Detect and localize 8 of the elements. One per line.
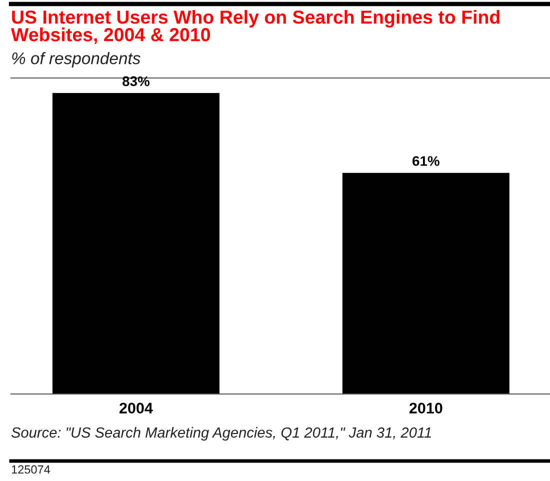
x-tick-label: 2004 xyxy=(120,402,153,414)
data-label: 83% xyxy=(122,76,150,86)
chart-title: US Internet Users Who Rely on Search Engines to Find Websites, 2004 & 2010 xyxy=(11,10,500,44)
source-note: Source: "US Search Marketing Agencies, Q1 2011," Jan 31, 2011 xyxy=(11,427,431,441)
x-tick-label: 2010 xyxy=(409,402,442,414)
chart-subtitle: % of respondents xyxy=(12,52,140,68)
data-label: 61% xyxy=(412,156,440,166)
text: 125074 xyxy=(12,465,50,474)
